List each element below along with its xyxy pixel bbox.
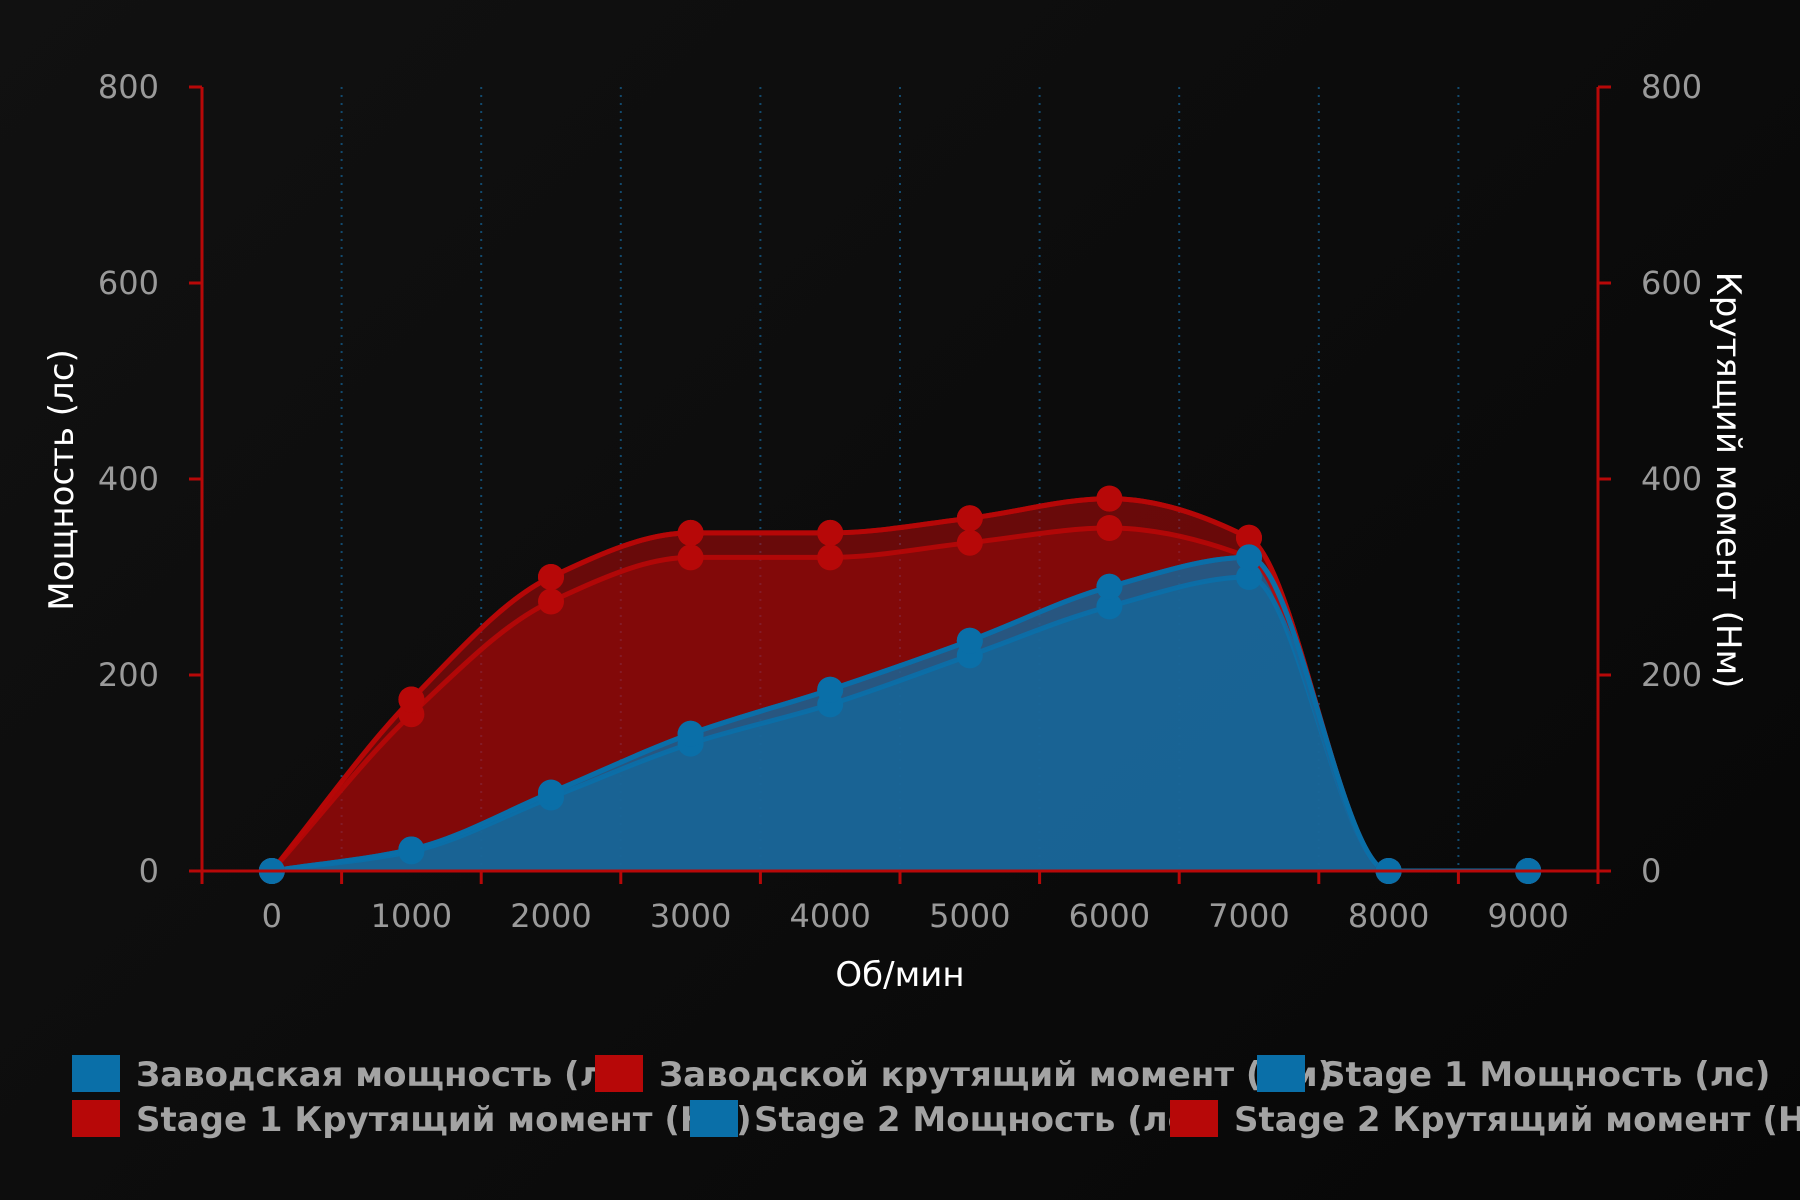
legend[interactable]: Заводская мощность (лс) Заводской крутящи… bbox=[72, 1055, 1800, 1140]
y-tick-label-right: 800 bbox=[1641, 68, 1702, 106]
series-points bbox=[258, 485, 1542, 884]
x-tick-label: 3000 bbox=[650, 897, 731, 935]
y-axis-title-right: Крутящий момент (Нм) bbox=[1708, 272, 1748, 689]
x-tick-label: 0 bbox=[262, 897, 282, 935]
legend-label[interactable]: Stage 2 Мощность (лс) bbox=[754, 1100, 1203, 1140]
data-point[interactable] bbox=[538, 779, 564, 806]
data-point[interactable] bbox=[1236, 524, 1262, 551]
legend-swatch[interactable] bbox=[1257, 1055, 1305, 1092]
y-axis-title-left: Мощность (лс) bbox=[42, 349, 82, 611]
x-tick-label: 2000 bbox=[510, 897, 591, 935]
legend-label[interactable]: Stage 1 Крутящий момент (Нм) bbox=[136, 1100, 752, 1140]
y-tick-label-left: 200 bbox=[98, 656, 159, 694]
data-point[interactable] bbox=[538, 564, 564, 590]
data-point[interactable] bbox=[398, 686, 425, 713]
legend-swatch[interactable] bbox=[72, 1055, 120, 1092]
y-tick-label-right: 400 bbox=[1641, 460, 1702, 498]
y-tick-label-left: 800 bbox=[98, 68, 159, 106]
legend-label[interactable]: Заводская мощность (лс) bbox=[136, 1055, 640, 1095]
y-tick-label-right: 600 bbox=[1641, 264, 1702, 302]
data-point[interactable] bbox=[956, 529, 983, 556]
legend-swatch[interactable] bbox=[595, 1055, 643, 1092]
x-tick-label: 9000 bbox=[1487, 897, 1568, 935]
data-point[interactable] bbox=[677, 544, 704, 571]
legend-swatch[interactable] bbox=[690, 1100, 738, 1137]
y-tick-label-right: 0 bbox=[1641, 852, 1661, 890]
data-point[interactable] bbox=[1236, 564, 1262, 590]
legend-label[interactable]: Stage 1 Мощность (лс) bbox=[1321, 1055, 1770, 1095]
series-lines bbox=[269, 496, 1529, 872]
data-point[interactable] bbox=[817, 544, 844, 571]
series-area-5 bbox=[271, 557, 1529, 871]
data-point[interactable] bbox=[1236, 544, 1262, 571]
data-point[interactable] bbox=[1096, 593, 1123, 620]
data-point[interactable] bbox=[677, 519, 704, 546]
x-tick-label: 8000 bbox=[1348, 897, 1429, 935]
x-axis-title: Об/мин bbox=[835, 955, 964, 995]
data-point[interactable] bbox=[1096, 573, 1123, 600]
x-tick-label: 4000 bbox=[789, 897, 870, 935]
legend-label[interactable]: Stage 2 Крутящий момент (Нм) bbox=[1234, 1100, 1800, 1140]
data-point[interactable] bbox=[817, 676, 844, 703]
x-tick-label: 7000 bbox=[1208, 897, 1289, 935]
series-line-5 bbox=[271, 554, 1529, 872]
x-tick-label: 5000 bbox=[929, 897, 1010, 935]
x-tick-label: 6000 bbox=[1069, 897, 1150, 935]
data-point[interactable] bbox=[956, 627, 983, 654]
legend-swatch[interactable] bbox=[1170, 1100, 1218, 1137]
data-point[interactable] bbox=[956, 505, 983, 532]
legend-swatch[interactable] bbox=[72, 1100, 120, 1137]
y-tick-label-left: 0 bbox=[139, 852, 159, 890]
y-tick-label-left: 600 bbox=[98, 264, 159, 302]
y-tick-label-left: 400 bbox=[98, 460, 159, 498]
data-point[interactable] bbox=[817, 519, 844, 546]
legend-label[interactable]: Заводской крутящий момент (Нм) bbox=[659, 1055, 1333, 1095]
y-tick-label-right: 200 bbox=[1641, 656, 1702, 694]
data-point[interactable] bbox=[1096, 515, 1123, 541]
grid-lines bbox=[340, 87, 1460, 871]
data-point[interactable] bbox=[398, 836, 425, 863]
data-point[interactable] bbox=[538, 588, 564, 615]
data-point[interactable] bbox=[677, 720, 704, 747]
x-tick-label: 1000 bbox=[371, 897, 452, 935]
data-point[interactable] bbox=[1096, 485, 1123, 512]
series-areas bbox=[271, 498, 1529, 871]
